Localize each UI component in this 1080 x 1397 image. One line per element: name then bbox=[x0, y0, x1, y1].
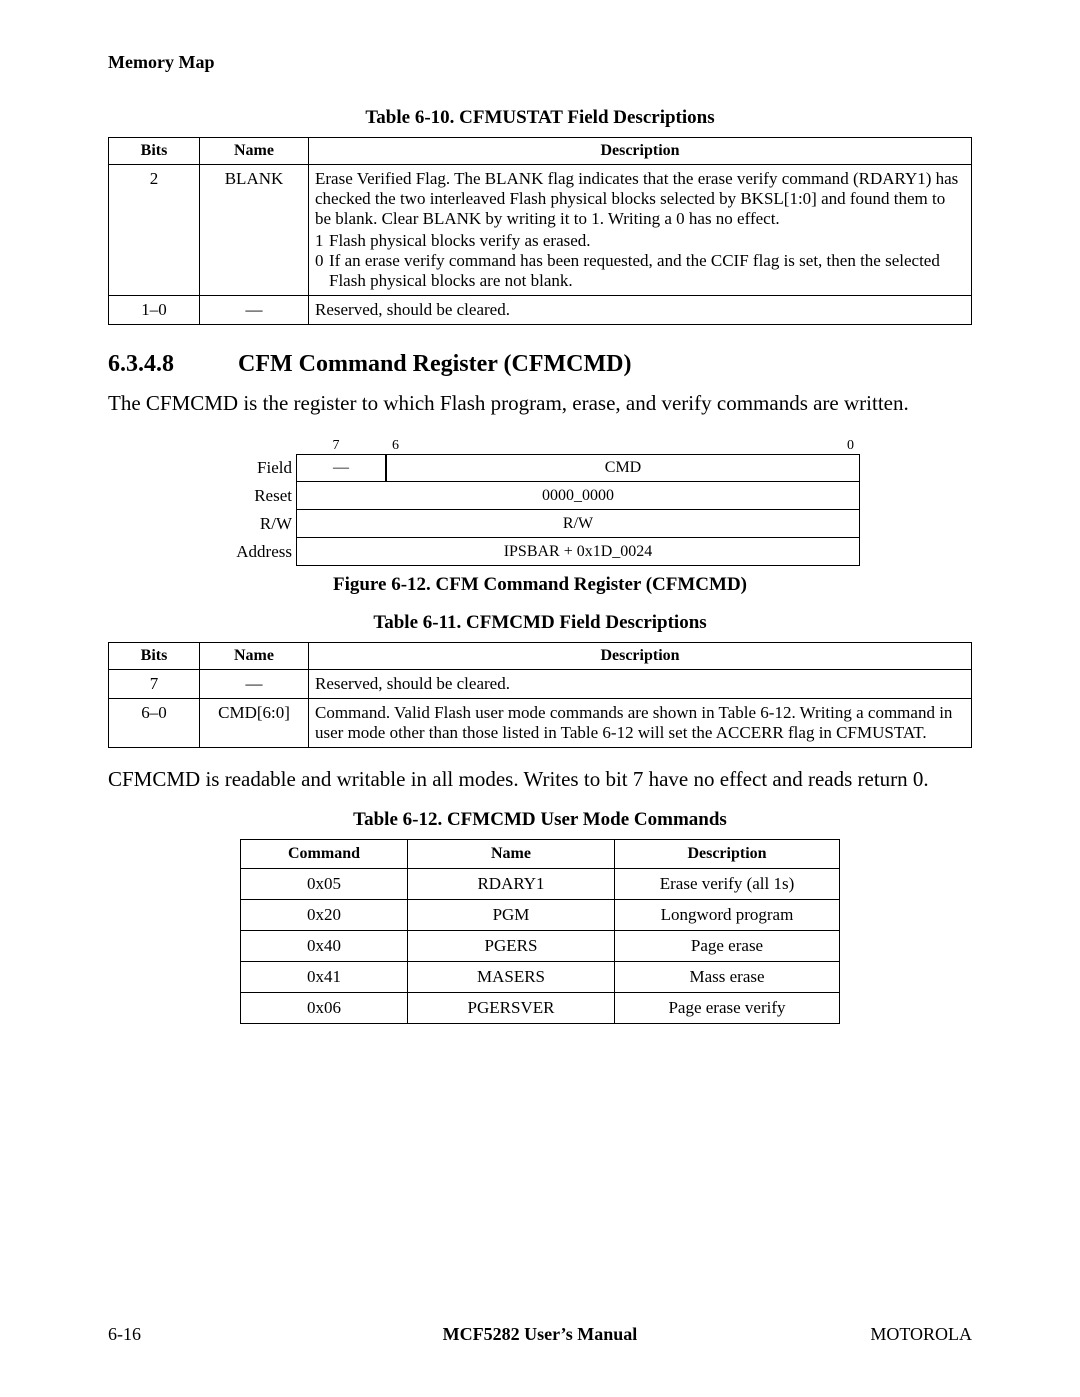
cmd-code: 0x20 bbox=[241, 899, 408, 930]
table-612: Command Name Description 0x05 RDARY1 Era… bbox=[240, 839, 840, 1024]
page: Memory Map Table 6-10. CFMUSTAT Field De… bbox=[0, 0, 1080, 1397]
section-title: CFM Command Register (CFMCMD) bbox=[238, 351, 631, 377]
list-text: Flash physical blocks verify as erased. bbox=[329, 231, 965, 251]
field-cmd: CMD bbox=[386, 454, 860, 482]
register-rw-row: R/W R/W bbox=[220, 510, 860, 538]
cell-desc: Command. Valid Flash user mode commands … bbox=[309, 699, 972, 748]
table-row: Bits Name Description bbox=[109, 643, 972, 670]
section-heading: 6.3.4.8CFM Command Register (CFMCMD) bbox=[108, 351, 972, 378]
list-text: If an erase verify command has been requ… bbox=[329, 251, 965, 291]
register-diagram: 7 6 0 Field — CMD Reset 0000_0000 R/W R/… bbox=[220, 438, 860, 566]
table-row: Command Name Description bbox=[241, 839, 840, 868]
cmd-desc: Mass erase bbox=[615, 961, 840, 992]
row-label-field: Field bbox=[220, 454, 296, 482]
cmd-code: 0x41 bbox=[241, 961, 408, 992]
cmd-name: PGERSVER bbox=[408, 992, 615, 1023]
cell-desc: Reserved, should be cleared. bbox=[309, 296, 972, 325]
cmd-name: MASERS bbox=[408, 961, 615, 992]
col-header-name: Name bbox=[200, 138, 309, 165]
bit-label-6: 6 bbox=[392, 438, 399, 454]
cell-bits: 1–0 bbox=[109, 296, 200, 325]
col-header-bits: Bits bbox=[109, 643, 200, 670]
figure-612-caption: Figure 6-12. CFM Command Register (CFMCM… bbox=[108, 574, 972, 596]
register-field-row: Field — CMD bbox=[220, 454, 860, 482]
register-reset-row: Reset 0000_0000 bbox=[220, 482, 860, 510]
body-paragraph: CFMCMD is readable and writable in all m… bbox=[108, 766, 972, 792]
table-row: 1–0 — Reserved, should be cleared. bbox=[109, 296, 972, 325]
footer-manual-title: MCF5282 User’s Manual bbox=[108, 1324, 972, 1345]
cmd-code: 0x05 bbox=[241, 868, 408, 899]
cell-name: CMD[6:0] bbox=[200, 699, 309, 748]
cmd-name: PGM bbox=[408, 899, 615, 930]
cell-bits: 2 bbox=[109, 165, 200, 296]
col-header-bits: Bits bbox=[109, 138, 200, 165]
cmd-desc: Erase verify (all 1s) bbox=[615, 868, 840, 899]
row-label-rw: R/W bbox=[220, 510, 296, 538]
cell-bits: 7 bbox=[109, 670, 200, 699]
table-row: 0x06 PGERSVER Page erase verify bbox=[241, 992, 840, 1023]
table-611-caption: Table 6-11. CFMCMD Field Descriptions bbox=[108, 612, 972, 634]
bit-number-row: 7 6 0 bbox=[220, 438, 860, 454]
rw-value: R/W bbox=[296, 510, 860, 538]
cmd-code: 0x40 bbox=[241, 930, 408, 961]
col-header-name: Name bbox=[200, 643, 309, 670]
cell-name: — bbox=[200, 670, 309, 699]
cmd-desc: Page erase bbox=[615, 930, 840, 961]
list-item: 0 If an erase verify command has been re… bbox=[315, 251, 965, 291]
col-header-command: Command bbox=[241, 839, 408, 868]
col-header-desc: Description bbox=[309, 643, 972, 670]
table-612-caption: Table 6-12. CFMCMD User Mode Commands bbox=[108, 809, 972, 831]
cmd-name: PGERS bbox=[408, 930, 615, 961]
table-row: Bits Name Description bbox=[109, 138, 972, 165]
desc-list: 1 Flash physical blocks verify as erased… bbox=[315, 231, 965, 291]
footer-page-number: 6-16 bbox=[108, 1324, 141, 1345]
cell-bits: 6–0 bbox=[109, 699, 200, 748]
cell-name: BLANK bbox=[200, 165, 309, 296]
table-row: 0x05 RDARY1 Erase verify (all 1s) bbox=[241, 868, 840, 899]
table-610-caption: Table 6-10. CFMUSTAT Field Descriptions bbox=[108, 107, 972, 129]
cmd-name: RDARY1 bbox=[408, 868, 615, 899]
cell-desc: Erase Verified Flag. The BLANK flag indi… bbox=[309, 165, 972, 296]
col-header-name: Name bbox=[408, 839, 615, 868]
section-number: 6.3.4.8 bbox=[108, 351, 238, 378]
desc-text: Erase Verified Flag. The BLANK flag indi… bbox=[315, 169, 958, 228]
list-num: 0 bbox=[315, 251, 329, 291]
page-footer: 6-16 MCF5282 User’s Manual MOTOROLA bbox=[108, 1324, 972, 1345]
row-label-reset: Reset bbox=[220, 482, 296, 510]
cell-desc: Reserved, should be cleared. bbox=[309, 670, 972, 699]
table-row: 6–0 CMD[6:0] Command. Valid Flash user m… bbox=[109, 699, 972, 748]
bit-label-0: 0 bbox=[847, 438, 854, 454]
cmd-desc: Page erase verify bbox=[615, 992, 840, 1023]
cmd-desc: Longword program bbox=[615, 899, 840, 930]
cmd-code: 0x06 bbox=[241, 992, 408, 1023]
bit-label-7: 7 bbox=[296, 438, 386, 454]
table-row: 2 BLANK Erase Verified Flag. The BLANK f… bbox=[109, 165, 972, 296]
table-611: Bits Name Description 7 — Reserved, shou… bbox=[108, 642, 972, 748]
table-610: Bits Name Description 2 BLANK Erase Veri… bbox=[108, 137, 972, 325]
list-item: 1 Flash physical blocks verify as erased… bbox=[315, 231, 965, 251]
col-header-desc: Description bbox=[615, 839, 840, 868]
row-label-address: Address bbox=[220, 538, 296, 566]
reset-value: 0000_0000 bbox=[296, 482, 860, 510]
running-header: Memory Map bbox=[108, 52, 972, 73]
table-row: 7 — Reserved, should be cleared. bbox=[109, 670, 972, 699]
address-value: IPSBAR + 0x1D_0024 bbox=[296, 538, 860, 566]
table-row: 0x41 MASERS Mass erase bbox=[241, 961, 840, 992]
field-bit7: — bbox=[296, 454, 386, 482]
footer-vendor: MOTOROLA bbox=[870, 1324, 972, 1345]
col-header-desc: Description bbox=[309, 138, 972, 165]
table-row: 0x40 PGERS Page erase bbox=[241, 930, 840, 961]
list-num: 1 bbox=[315, 231, 329, 251]
body-paragraph: The CFMCMD is the register to which Flas… bbox=[108, 390, 972, 416]
table-row: 0x20 PGM Longword program bbox=[241, 899, 840, 930]
register-address-row: Address IPSBAR + 0x1D_0024 bbox=[220, 538, 860, 566]
cell-name: — bbox=[200, 296, 309, 325]
